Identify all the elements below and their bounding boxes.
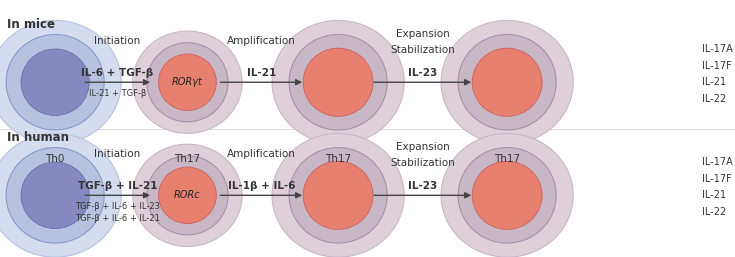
Text: Initiation: Initiation — [95, 36, 140, 46]
Text: IL-21: IL-21 — [247, 68, 276, 78]
Text: IL-21: IL-21 — [702, 190, 726, 200]
Text: TGF-β + IL-6 + IL-21: TGF-β + IL-6 + IL-21 — [75, 214, 160, 223]
Text: Stabilization: Stabilization — [390, 45, 455, 55]
Ellipse shape — [441, 133, 573, 257]
Text: Expansion: Expansion — [395, 29, 450, 39]
Ellipse shape — [133, 31, 242, 133]
Ellipse shape — [0, 20, 121, 144]
Text: Amplification: Amplification — [227, 36, 295, 46]
Ellipse shape — [6, 148, 104, 243]
Ellipse shape — [272, 133, 404, 257]
Text: IL-22: IL-22 — [702, 207, 726, 217]
Ellipse shape — [458, 34, 556, 130]
Text: IL-17F: IL-17F — [702, 174, 731, 183]
Text: IL-21 + TGF-β: IL-21 + TGF-β — [89, 89, 146, 98]
Text: IL-1β + IL-6: IL-1β + IL-6 — [228, 181, 295, 191]
Ellipse shape — [472, 48, 542, 116]
Ellipse shape — [21, 162, 89, 228]
Text: Initiation: Initiation — [95, 149, 140, 159]
Text: Th17: Th17 — [494, 154, 520, 164]
Text: IL-17A: IL-17A — [702, 44, 733, 54]
Ellipse shape — [289, 148, 387, 243]
Ellipse shape — [472, 161, 542, 230]
Text: IL-22: IL-22 — [702, 94, 726, 104]
Text: TGF-β + IL-6 + IL-23: TGF-β + IL-6 + IL-23 — [75, 202, 160, 211]
Ellipse shape — [458, 148, 556, 243]
Text: Expansion: Expansion — [395, 142, 450, 152]
Ellipse shape — [133, 144, 242, 246]
Text: TGF-β + IL-21: TGF-β + IL-21 — [78, 181, 157, 191]
Text: IL-6 + TGF-β: IL-6 + TGF-β — [82, 68, 154, 78]
Text: Th0: Th0 — [46, 154, 65, 164]
Text: Stabilization: Stabilization — [390, 158, 455, 168]
Text: IL-21: IL-21 — [702, 77, 726, 87]
Ellipse shape — [272, 20, 404, 144]
Ellipse shape — [303, 161, 373, 230]
Ellipse shape — [289, 34, 387, 130]
Ellipse shape — [441, 20, 573, 144]
Text: In human: In human — [7, 131, 69, 144]
Ellipse shape — [147, 43, 228, 122]
Ellipse shape — [0, 133, 121, 257]
Text: IL-23: IL-23 — [408, 68, 437, 78]
Ellipse shape — [159, 167, 216, 224]
Text: IL-23: IL-23 — [408, 181, 437, 191]
Text: RORc: RORc — [174, 190, 201, 200]
Text: Amplification: Amplification — [227, 149, 295, 159]
Text: IL-17F: IL-17F — [702, 61, 731, 70]
Text: IL-17A: IL-17A — [702, 157, 733, 167]
Text: Th17: Th17 — [174, 154, 201, 164]
Text: In mice: In mice — [7, 18, 55, 31]
Ellipse shape — [6, 34, 104, 130]
Ellipse shape — [147, 156, 228, 235]
Ellipse shape — [159, 54, 216, 111]
Ellipse shape — [303, 48, 373, 116]
Text: RORγt: RORγt — [172, 77, 203, 87]
Text: Th17: Th17 — [325, 154, 351, 164]
Ellipse shape — [21, 49, 89, 115]
